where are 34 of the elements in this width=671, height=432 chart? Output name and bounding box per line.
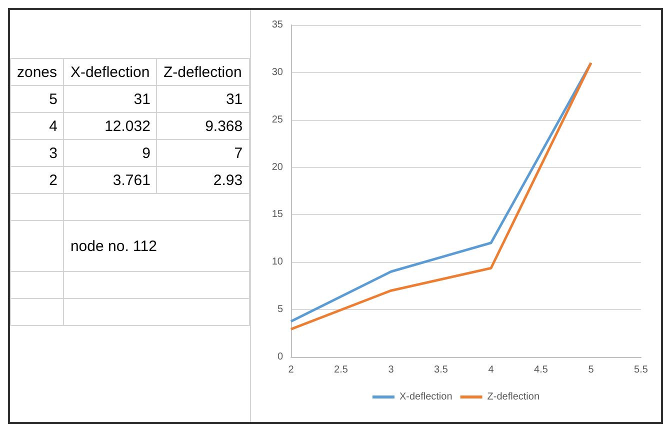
text: 12.032 [64,112,157,140]
text: 3.761 [64,166,157,194]
text: 9.368 [156,112,250,140]
text: node no. 112 [64,220,250,272]
y-tick-label: 30 [272,66,284,78]
text: zones [10,58,64,86]
y-tick-label: 25 [272,114,284,126]
y-tick-label: 0 [277,352,284,362]
x-tick-label: 2.5 [334,364,348,376]
y-tick-label: 15 [272,209,284,220]
y-tick-label: 5 [277,304,284,316]
x-tick-label: 2 [288,364,294,376]
text: 31 [64,86,157,112]
text: 31 [156,86,250,112]
text: 2 [10,166,64,194]
x-tick-label: 5 [588,364,594,376]
x-tick-label: 5.5 [634,364,648,376]
text: 2.93 [156,166,250,194]
y-tick-label: 35 [272,20,284,30]
y-tick-label: 20 [272,162,284,173]
x-tick-label: 3.5 [434,364,448,376]
text: Z-deflection [163,64,242,80]
text: X-deflection [70,64,150,80]
x-tick-label: 3 [388,364,394,376]
legend-label: Z-deflection [486,392,540,402]
legend-label: X-deflection [399,392,452,402]
y-tick-label: 10 [272,256,284,268]
text: 3 [10,140,64,166]
x-tick-label: 4.5 [534,364,548,376]
text: 9 [64,140,157,166]
text: 7 [156,140,250,166]
text: 5 [10,86,64,112]
x-tick-label: 4 [488,364,494,376]
text: 4 [10,112,64,140]
